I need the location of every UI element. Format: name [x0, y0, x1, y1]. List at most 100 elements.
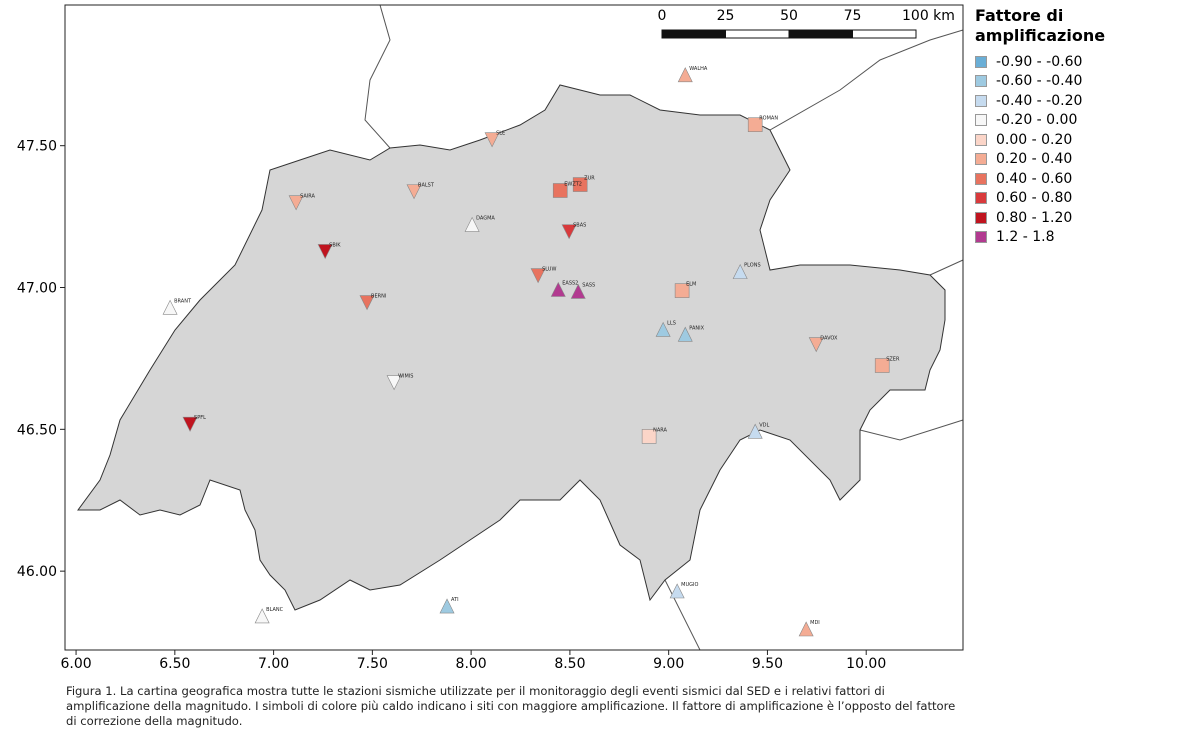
station-label: PLONS	[744, 263, 760, 269]
y-tick-label: 47.50	[17, 139, 57, 155]
scale-label: 25	[717, 8, 735, 24]
border-line	[859, 419, 964, 441]
legend-swatch	[975, 231, 987, 244]
x-tick-label: 8.50	[554, 656, 585, 672]
station-label: EASS2	[562, 280, 578, 286]
station-label: DAGMA	[476, 216, 495, 222]
border-line	[769, 29, 964, 131]
station	[572, 177, 588, 192]
station-label: SBIK	[329, 242, 341, 248]
station-label: SZER	[886, 357, 900, 363]
legend-entry: -0.20 - 0.00	[975, 111, 1125, 131]
legend-title: Fattore di amplificazione	[975, 6, 1106, 45]
station	[561, 224, 577, 240]
legend-label: 0.20 - 0.40	[996, 151, 1073, 168]
station-label: ZUR	[584, 176, 595, 182]
station	[677, 326, 693, 342]
scale-label: 0	[658, 8, 667, 24]
station	[359, 295, 375, 311]
station	[747, 117, 763, 132]
station	[406, 184, 422, 200]
legend-swatch	[975, 172, 987, 185]
x-tick-label: 9.50	[752, 656, 783, 672]
station	[254, 608, 270, 624]
legend-swatch	[975, 133, 987, 146]
scale-segment	[661, 29, 726, 39]
legend-label: 0.00 - 0.20	[996, 131, 1073, 148]
legend-label: 0.60 - 0.80	[996, 190, 1073, 207]
legend-swatch	[975, 153, 987, 166]
station-label: SAIRA	[300, 194, 315, 200]
station	[182, 416, 198, 432]
legend-label: -0.40 - -0.20	[996, 92, 1083, 109]
station	[655, 321, 671, 337]
station	[550, 281, 566, 297]
map-frame	[64, 4, 964, 651]
legend-swatch	[975, 55, 987, 68]
station-label: LLS	[667, 320, 676, 326]
station	[162, 299, 178, 315]
station-label: WALHA	[689, 66, 708, 72]
border-line	[929, 259, 964, 276]
scale-bar: 0 25 50 75 100 km	[658, 8, 955, 39]
station	[798, 621, 814, 637]
legend-entries: -0.90 - -0.60 -0.60 - -0.40 -0.40 - -0.20 -…	[975, 52, 1125, 247]
x-tick-label: 10.00	[846, 656, 886, 672]
station	[386, 375, 402, 391]
legend-swatch	[975, 75, 987, 88]
legend-swatch	[975, 114, 987, 127]
station-label: EWZT2	[564, 182, 582, 188]
border-line	[364, 4, 391, 149]
legend-entry: -0.90 - -0.60	[975, 52, 1125, 72]
caption: Figura 1. La cartina geografica mostra t…	[66, 684, 956, 728]
legend-entry: 0.20 - 0.40	[975, 150, 1125, 170]
station	[288, 195, 304, 211]
x-tick-label: 8.00	[456, 656, 487, 672]
station	[317, 244, 333, 260]
legend-entry: 0.60 - 0.80	[975, 189, 1125, 209]
station-label: MUGIO	[681, 582, 698, 588]
legend-label: 1.2 - 1.8	[996, 229, 1055, 246]
station	[570, 283, 586, 299]
station-label: MDI	[810, 620, 820, 626]
scale-label: 50	[780, 8, 798, 24]
country-borders	[364, 4, 964, 651]
scale-label: 75	[844, 8, 862, 24]
station-label: SPFL	[194, 415, 206, 421]
station-label: ATI	[451, 597, 459, 603]
station-label: ELM	[686, 282, 696, 288]
legend-entry: 0.80 - 1.20	[975, 208, 1125, 228]
x-tick-label: 6.00	[60, 656, 91, 672]
x-tick-label: 9.00	[653, 656, 684, 672]
legend-swatch	[975, 94, 987, 107]
station	[439, 598, 455, 614]
station	[674, 283, 690, 298]
station-label: SBAS	[573, 223, 586, 229]
station	[530, 268, 546, 284]
legend-label: -0.60 - -0.40	[996, 73, 1083, 90]
station	[732, 263, 748, 279]
y-tick-label: 46.00	[17, 564, 57, 580]
switzerland	[77, 84, 946, 611]
station-label: SLUW	[542, 267, 556, 273]
station-label: VDL	[759, 422, 769, 428]
station	[464, 216, 480, 232]
x-tick-label: 7.50	[357, 656, 388, 672]
station	[669, 583, 685, 599]
scale-label: 100 km	[902, 8, 955, 24]
station-label: DAVOX	[820, 336, 838, 342]
legend-swatch	[975, 192, 987, 205]
scale-segment	[725, 29, 790, 39]
legend-label: -0.90 - -0.60	[996, 53, 1083, 70]
station	[484, 132, 500, 148]
station-label: PANIX	[689, 325, 704, 331]
station-label: BRANT	[174, 298, 192, 304]
station-label: NARA	[653, 427, 667, 433]
station-label: SLE	[496, 131, 505, 137]
station-label: BLANC	[266, 607, 283, 613]
legend-entry: -0.40 - -0.20	[975, 91, 1125, 111]
legend-entry: 0.00 - 0.20	[975, 130, 1125, 150]
legend-entry: -0.60 - -0.40	[975, 72, 1125, 92]
